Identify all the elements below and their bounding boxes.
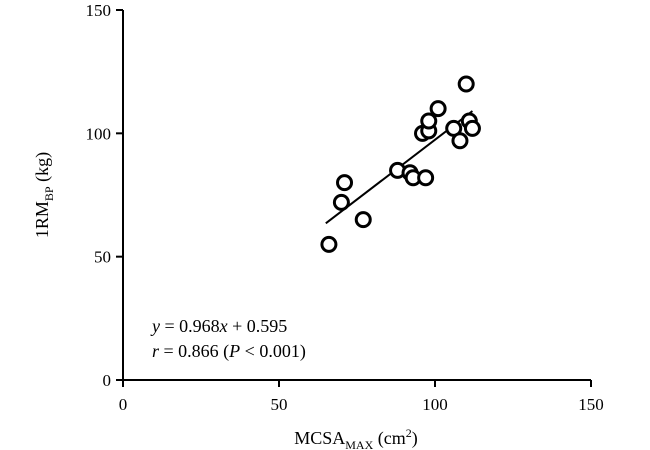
data-points (320, 75, 481, 253)
data-point (336, 174, 354, 192)
x-axis-title: MCSAMAX (cm2) (294, 426, 418, 450)
ticks: 0 50 100 150 0 50 100 150 (86, 1, 604, 414)
data-point (332, 193, 350, 211)
plot-area: 0 50 100 150 0 50 100 150 (86, 1, 604, 414)
y-tick-label: 50 (94, 248, 111, 267)
data-point (354, 211, 372, 229)
data-point (463, 119, 481, 137)
data-point (320, 235, 338, 253)
regression-equation: y = 0.968x + 0.595 (150, 316, 287, 336)
data-point (429, 100, 447, 118)
x-tick-label: 0 (119, 395, 128, 414)
data-point (420, 112, 438, 130)
data-point (457, 75, 475, 93)
correlation-annotation: r = 0.866 (P < 0.001) (152, 341, 306, 362)
y-tick-label: 100 (86, 124, 112, 143)
y-tick-label: 150 (86, 1, 112, 20)
x-tick-label: 50 (271, 395, 288, 414)
x-tick-label: 100 (422, 395, 448, 414)
y-axis-title: 1RMBP (kg) (32, 152, 56, 238)
y-tick-label: 0 (103, 371, 112, 390)
x-tick-label: 150 (578, 395, 604, 414)
data-point (451, 132, 469, 150)
data-point (417, 169, 435, 187)
